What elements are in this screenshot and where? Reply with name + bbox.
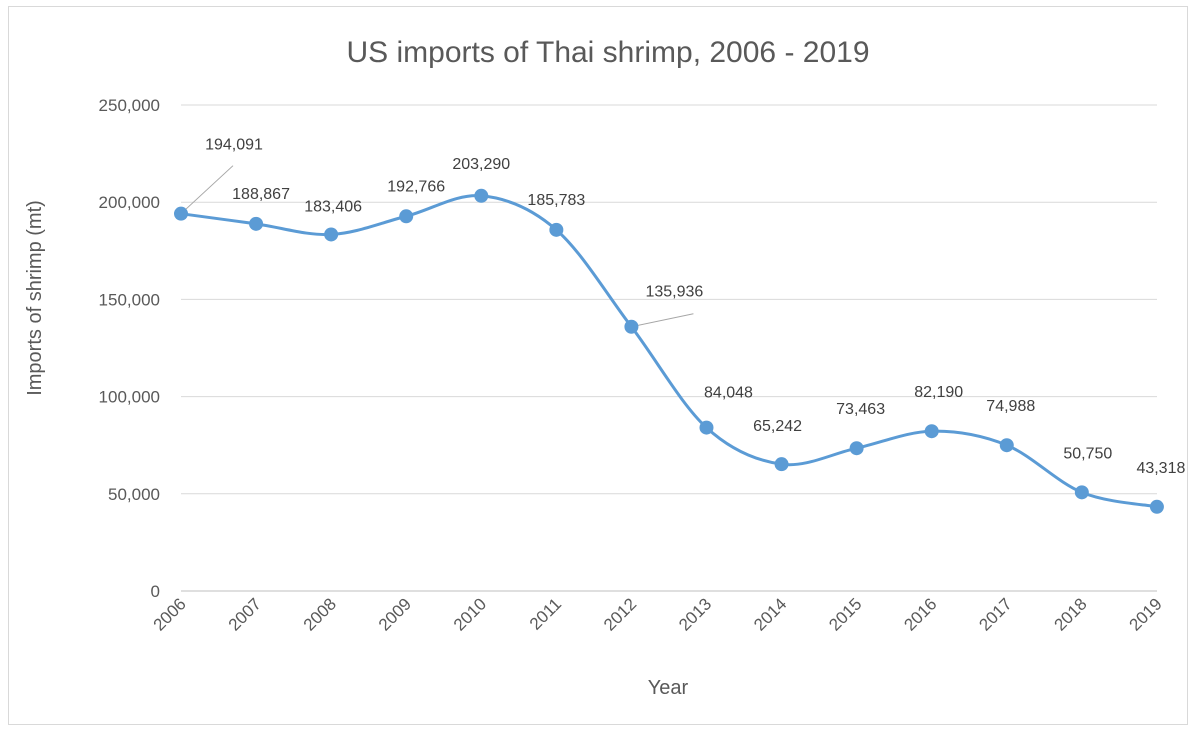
leader-line <box>180 165 234 215</box>
x-tick-label: 2014 <box>750 594 790 634</box>
leader-line <box>631 313 694 328</box>
data-label: 185,783 <box>527 192 585 209</box>
data-point <box>1074 485 1089 500</box>
data-label: 135,936 <box>645 284 703 301</box>
data-label: 43,318 <box>1136 460 1185 477</box>
data-label: 203,290 <box>452 156 510 173</box>
data-label: 188,867 <box>232 186 290 203</box>
gridlines <box>181 104 1157 592</box>
data-point <box>549 222 564 237</box>
series-layer <box>174 188 1164 514</box>
x-tick-label: 2013 <box>675 594 715 634</box>
data-labels: 194,091 188,867 183,406 192,766 203,290 185,7… <box>205 137 1185 477</box>
data-point <box>924 424 939 439</box>
x-tick-label: 2015 <box>825 594 865 634</box>
y-tick-label: 0 <box>151 582 160 601</box>
y-tick-label: 100,000 <box>99 388 160 407</box>
data-point <box>699 420 714 435</box>
label-leader-lines <box>180 165 694 328</box>
data-label: 194,091 <box>205 137 263 154</box>
y-tick-label: 250,000 <box>99 96 160 115</box>
x-tick-label: 2011 <box>526 594 565 633</box>
y-tick-label: 50,000 <box>108 485 160 504</box>
data-label: 192,766 <box>387 178 445 195</box>
y-axis-title: Imports of shrimp (mt) <box>24 200 46 396</box>
data-point <box>849 441 864 456</box>
x-tick-label: 2016 <box>900 594 940 634</box>
x-tick-label: 2012 <box>600 594 640 634</box>
data-point <box>174 206 188 221</box>
data-label: 82,190 <box>914 384 963 401</box>
data-point <box>624 319 639 334</box>
data-label: 183,406 <box>304 198 362 215</box>
data-point <box>249 216 264 231</box>
y-axis-tick-labels: 0 50,000 100,000 150,000 200,000 250,000 <box>99 96 160 601</box>
data-point <box>999 438 1014 453</box>
data-label: 73,463 <box>836 401 885 418</box>
x-tick-label: 2008 <box>300 594 340 634</box>
x-tick-label: 2019 <box>1126 594 1166 634</box>
data-label: 74,988 <box>986 398 1035 415</box>
data-point <box>399 209 414 224</box>
x-tick-label: 2010 <box>450 594 490 634</box>
data-label: 50,750 <box>1063 445 1112 462</box>
x-axis-title: Year <box>648 677 689 699</box>
chart-frame <box>8 6 1188 725</box>
data-point <box>774 457 789 472</box>
x-tick-label: 2007 <box>225 594 265 634</box>
x-tick-label: 2018 <box>1050 594 1090 634</box>
data-point <box>474 188 489 203</box>
x-tick-label: 2017 <box>975 594 1015 634</box>
data-label: 65,242 <box>753 418 802 435</box>
y-tick-label: 200,000 <box>99 193 160 212</box>
series-line <box>180 194 1158 509</box>
data-point <box>1149 499 1164 514</box>
chart-title: US imports of Thai shrimp, 2006 - 2019 <box>346 36 869 69</box>
x-axis-tick-labels: 2006 2007 2008 2009 2010 2011 2012 2013 2014 2015… <box>150 594 1166 634</box>
x-tick-label: 2009 <box>375 594 415 634</box>
data-point <box>324 227 339 242</box>
data-label: 84,048 <box>704 385 753 402</box>
y-tick-label: 150,000 <box>99 290 160 309</box>
